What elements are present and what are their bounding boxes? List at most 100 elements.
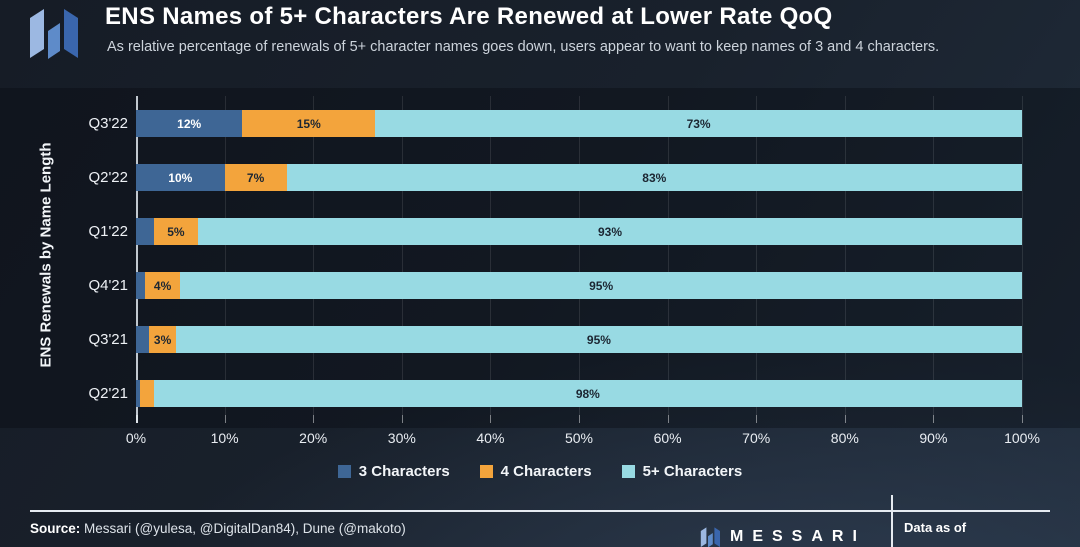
messari-wordmark: MESSARI: [700, 526, 866, 547]
legend: 3 Characters 4 Characters 5+ Characters: [0, 463, 1080, 480]
axis-tick-10%: [224, 415, 226, 423]
axis-tick-50%: [579, 415, 580, 423]
legend-label: 3 Characters: [358, 463, 450, 480]
bar-segment-5-characters: 95%: [175, 326, 1022, 353]
axis-tick-0%: [136, 415, 138, 423]
bar-value-label: 4%: [153, 278, 172, 293]
source-text: Messari (@yulesa, @DigitalDan84), Dune (…: [84, 521, 406, 536]
x-tick-label: 70%: [742, 430, 771, 446]
x-tick-label: 20%: [299, 430, 328, 446]
bar-segment-5-characters: 93%: [198, 218, 1022, 245]
x-tick-label: 100%: [1004, 430, 1040, 446]
bar-segment-3-characters: [136, 380, 141, 407]
bar-segment-4-characters: 7%: [224, 164, 287, 191]
axis-tick-60%: [667, 415, 669, 423]
x-tick-label: 90%: [919, 430, 948, 446]
bar-segment-5-characters: 98%: [153, 380, 1022, 407]
bar-segment-5-characters: 95%: [180, 272, 1022, 299]
legend-swatch: [337, 465, 351, 478]
legend-label: 4 Characters: [500, 463, 592, 480]
gridline-80%: [844, 96, 846, 415]
bar-segment-4-characters: [140, 380, 154, 407]
page-subtitle: As relative percentage of renewals of 5+…: [107, 39, 940, 55]
bar-value-label: 12%: [177, 116, 202, 131]
bar-segment-5-characters: 83%: [286, 164, 1022, 191]
footer-vertical-divider: [891, 495, 893, 547]
page-title: ENS Names of 5+ Characters Are Renewed a…: [105, 3, 833, 30]
bar-row: 5% 93%: [136, 218, 1022, 245]
gridline-50%: [579, 96, 580, 415]
x-tick-label: 10%: [210, 430, 239, 446]
bar-value-label: 83%: [642, 170, 667, 185]
gridline-30%: [401, 96, 403, 415]
gridline-0%: [136, 96, 138, 415]
bar-segment-4-characters: 3%: [149, 326, 176, 353]
bar-row: 98%: [136, 380, 1022, 407]
bar-segment-5-characters: 73%: [375, 110, 1022, 137]
bar-value-label: 15%: [296, 116, 321, 131]
axis-tick-70%: [756, 415, 758, 423]
chart-band: ENS Renewals by Name Length Q3'22 Q2'22 Q1…: [0, 88, 1080, 428]
gridline-60%: [667, 96, 669, 415]
x-tick-label: 50%: [564, 430, 594, 446]
bar-row: 10% 7% 83%: [136, 164, 1022, 191]
source-label: Source:: [30, 521, 81, 536]
bar-value-label: 7%: [246, 170, 265, 185]
bar-row: 3% 95%: [136, 326, 1022, 353]
x-tick-label: 30%: [387, 430, 416, 446]
messari-logo-icon: [28, 6, 78, 65]
axis-tick-80%: [844, 415, 846, 423]
category-label: Q2'22: [88, 169, 128, 186]
category-label: Q3'22: [88, 115, 128, 132]
bar-segment-3-characters: 12%: [136, 110, 243, 137]
legend-item-3-characters: 3 Characters: [337, 463, 450, 480]
bar-value-label: 10%: [168, 170, 193, 185]
axis-tick-20%: [313, 415, 315, 423]
bar-value-label: 3%: [153, 332, 172, 347]
category-label: Q3'21: [88, 331, 128, 348]
plot-area: 12% 15% 73% 10% 7% 83% 5% 93% 4% 95% 3% 95% 98%: [136, 96, 1023, 423]
bar-segment-3-characters: [136, 218, 154, 245]
x-tick-label: 0%: [125, 430, 147, 446]
bar-value-label: 73%: [686, 116, 711, 131]
gridline-20%: [313, 96, 315, 415]
bar-segment-3-characters: [136, 326, 150, 353]
bar-row: 4% 95%: [136, 272, 1022, 299]
bar-value-label: 5%: [167, 224, 185, 239]
x-tick-label: 60%: [653, 430, 682, 446]
bar-segment-3-characters: [136, 272, 145, 299]
legend-swatch: [479, 465, 493, 478]
gridline-70%: [756, 96, 758, 415]
bar-segment-4-characters: 15%: [242, 110, 376, 137]
bar-value-label: 93%: [597, 224, 623, 239]
bar-segment-4-characters: 5%: [153, 218, 199, 245]
footer-divider-line: [30, 510, 1050, 512]
axis-tick-90%: [933, 415, 935, 423]
legend-item-5-characters: 5+ Characters: [621, 463, 743, 480]
bar-segment-4-characters: 4%: [144, 272, 181, 299]
category-label: Q2'21: [88, 385, 128, 402]
legend-swatch: [621, 465, 635, 478]
axis-tick-40%: [490, 415, 492, 423]
bar-value-label: 98%: [575, 386, 600, 401]
messari-logo-svg: [30, 9, 78, 59]
category-label: Q4'21: [88, 277, 128, 294]
x-axis: 0% 10% 20% 30% 40% 50% 60% 70% 80% 90% 100%: [126, 430, 1040, 450]
x-tick-label: 40%: [476, 430, 505, 446]
legend-label: 5+ Characters: [642, 463, 743, 480]
gridline-90%: [933, 96, 935, 415]
bar-value-label: 95%: [589, 278, 614, 293]
bar-row: 12% 15% 73%: [136, 110, 1022, 137]
bar-value-label: 95%: [586, 332, 611, 347]
data-as-of-label: Data as of: [904, 520, 967, 535]
legend-item-4-characters: 4 Characters: [479, 463, 592, 480]
x-tick-label: 80%: [830, 430, 859, 446]
gridline-40%: [490, 96, 492, 415]
category-labels: Q3'22 Q2'22 Q1'22 Q4'21 Q3'21 Q2'21: [0, 96, 128, 415]
source-credit: Source: Messari (@yulesa, @DigitalDan84)…: [30, 521, 406, 536]
gridline-10%: [224, 96, 226, 415]
axis-tick-100%: [1022, 415, 1023, 423]
axis-tick-30%: [401, 415, 403, 423]
messari-wordmark-text: MESSARI: [730, 528, 866, 545]
